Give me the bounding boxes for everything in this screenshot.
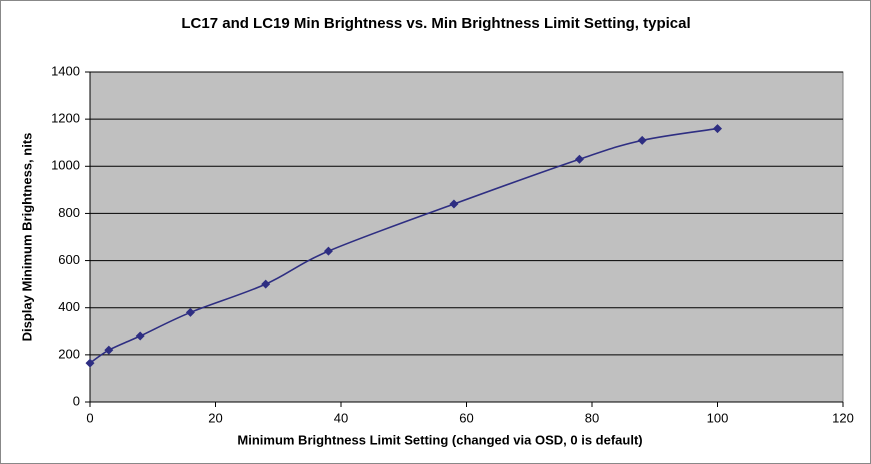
- marker: [637, 135, 647, 145]
- x-tick-label: 40: [334, 410, 348, 425]
- x-axis-label: Minimum Brightness Limit Setting (change…: [237, 432, 642, 447]
- x-tick-label: 0: [86, 410, 93, 425]
- y-tick-label: 200: [58, 346, 80, 361]
- y-tick-label: 800: [58, 205, 80, 220]
- x-tick-label: 120: [832, 410, 854, 425]
- plot-area: [89, 71, 844, 403]
- y-tick-label: 1000: [51, 158, 80, 173]
- marker: [574, 154, 584, 164]
- x-tick-label: 60: [459, 410, 473, 425]
- x-tick-label: 20: [208, 410, 222, 425]
- y-tick-label: 1200: [51, 111, 80, 126]
- x-tick-label: 100: [707, 410, 729, 425]
- marker: [135, 331, 145, 341]
- marker: [185, 307, 195, 317]
- marker: [85, 358, 95, 368]
- y-tick-label: 600: [58, 252, 80, 267]
- chart-title: LC17 and LC19 Min Brightness vs. Min Bri…: [181, 15, 690, 32]
- marker: [261, 279, 271, 289]
- marker: [713, 124, 722, 134]
- y-axis-label: Display Minimum Brightness, nits: [19, 133, 34, 342]
- x-tick-label: 80: [585, 410, 599, 425]
- marker: [323, 246, 333, 256]
- marker: [449, 199, 459, 209]
- y-tick-label: 1400: [51, 63, 80, 78]
- y-tick-label: 400: [58, 299, 80, 314]
- y-tick-label: 0: [73, 393, 80, 408]
- marker: [104, 345, 114, 355]
